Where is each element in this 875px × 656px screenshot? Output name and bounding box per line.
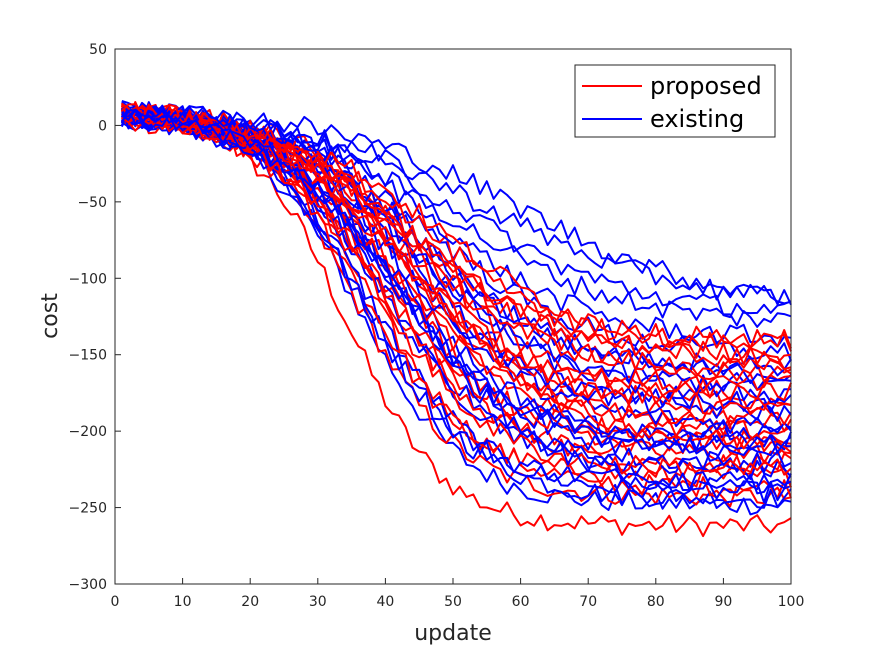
y-tick-label: 50	[89, 42, 107, 58]
x-tick-label: 30	[309, 594, 327, 610]
y-axis-ticks: 50 0 −50 −100 −150 −200 −250 −300	[69, 42, 121, 593]
x-tick-label: 70	[579, 594, 597, 610]
y-tick-label: −250	[69, 501, 107, 517]
series-line-existing	[121, 105, 792, 305]
y-tick-label: −150	[69, 348, 107, 364]
y-axis-label: cost	[38, 293, 63, 339]
x-axis-ticks: 0 10 20 30 40 50 60 70 80 90 100	[111, 578, 805, 610]
x-tick-label: 50	[444, 594, 462, 610]
legend-label-proposed: proposed	[650, 72, 762, 100]
legend: proposed existing	[574, 64, 776, 138]
x-tick-label: 0	[111, 594, 120, 610]
y-tick-label: −300	[69, 577, 107, 593]
x-tick-label: 100	[778, 594, 805, 610]
series-line-proposed	[121, 111, 792, 352]
legend-label-existing: existing	[650, 105, 744, 133]
series-lines	[120, 99, 792, 538]
series-line-proposed	[121, 107, 792, 427]
x-tick-label: 10	[174, 594, 192, 610]
x-axis-label: update	[414, 621, 492, 646]
x-tick-label: 90	[714, 594, 732, 610]
y-tick-label: −100	[69, 271, 107, 287]
series-line-existing	[121, 113, 792, 434]
x-tick-label: 40	[376, 594, 394, 610]
x-tick-label: 20	[241, 594, 259, 610]
series-line-existing	[120, 109, 792, 495]
series-line-proposed	[120, 105, 792, 476]
x-tick-label: 60	[512, 594, 530, 610]
y-tick-label: 0	[98, 118, 107, 134]
y-tick-label: −50	[77, 195, 107, 211]
legend-box	[574, 64, 776, 138]
series-line-existing	[121, 104, 792, 306]
x-tick-label: 80	[647, 594, 665, 610]
y-tick-label: −200	[69, 424, 107, 440]
